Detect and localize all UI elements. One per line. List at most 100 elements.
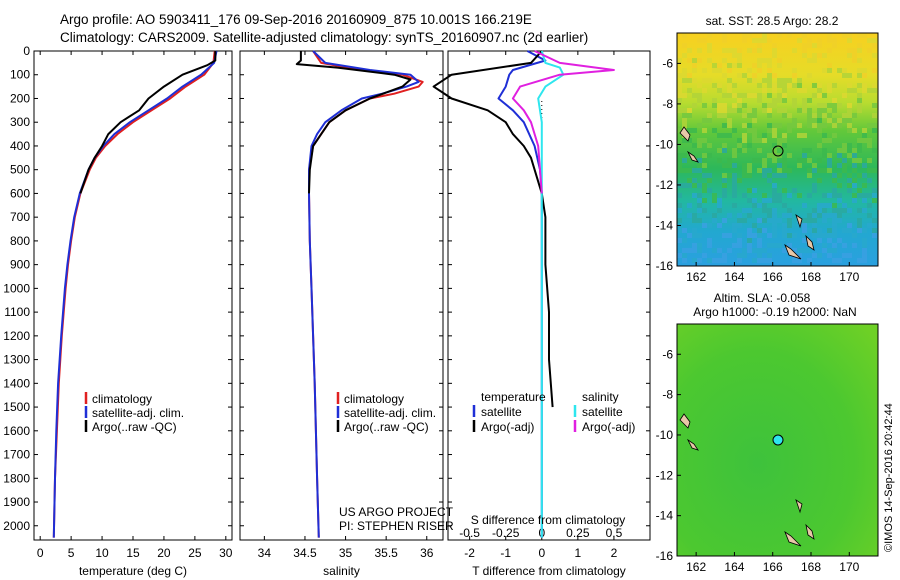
- salinity-panel: 34 34.5 35 35.5 36 salinity: [239, 50, 444, 578]
- sst-map-pixels: [677, 33, 877, 263]
- y-tick-label: 400: [10, 139, 30, 153]
- sst-pixel: [787, 33, 792, 38]
- sst-pixel: [777, 33, 782, 38]
- sst-pixel: [692, 213, 697, 218]
- sst-pixel: [767, 103, 772, 108]
- x-tick-label: 20: [157, 546, 171, 560]
- sst-pixel: [772, 213, 777, 218]
- sst-pixel: [702, 68, 707, 73]
- sst-pixel: [852, 163, 857, 168]
- sst-pixel: [757, 218, 762, 223]
- lon-tick-label: 164: [724, 270, 744, 284]
- sst-pixel: [697, 183, 702, 188]
- sst-pixel: [737, 223, 742, 228]
- sst-pixel: [767, 123, 772, 128]
- sst-pixel: [757, 158, 762, 163]
- sst-pixel: [712, 98, 717, 103]
- sst-pixel: [777, 108, 782, 113]
- sst-pixel: [852, 88, 857, 93]
- sst-pixel: [827, 248, 832, 253]
- sst-pixel: [842, 143, 847, 148]
- sst-pixel: [767, 78, 772, 83]
- sst-pixel: [807, 108, 812, 113]
- sst-pixel: [717, 158, 722, 163]
- sst-pixel: [872, 168, 877, 173]
- sst-pixel: [802, 43, 807, 48]
- sst-pixel: [722, 258, 727, 263]
- sst-pixel: [872, 198, 877, 203]
- sst-pixel: [812, 213, 817, 218]
- sst-pixel: [787, 153, 792, 158]
- y-tick-label: 200: [10, 91, 30, 105]
- sst-pixel: [742, 193, 747, 198]
- sst-pixel: [787, 128, 792, 133]
- sst-pixel: [687, 248, 692, 253]
- sst-pixel: [737, 63, 742, 68]
- sst-pixel: [832, 223, 837, 228]
- sst-pixel: [872, 218, 877, 223]
- y-tick-label: 1800: [3, 471, 30, 485]
- sst-pixel: [822, 133, 827, 138]
- sst-pixel: [742, 33, 747, 38]
- sst-pixel: [837, 258, 842, 263]
- sst-pixel: [822, 208, 827, 213]
- sst-pixel: [797, 78, 802, 83]
- sst-pixel: [727, 163, 732, 168]
- sst-pixel: [802, 158, 807, 163]
- sst-pixel: [702, 163, 707, 168]
- sst-pixel: [862, 228, 867, 233]
- sla-map-title-2: Argo h1000: -0.19 h2000: NaN: [693, 305, 856, 319]
- sst-pixel: [727, 213, 732, 218]
- sst-pixel: [862, 253, 867, 258]
- sst-pixel: [747, 113, 752, 118]
- sst-pixel: [707, 173, 712, 178]
- islands: [679, 413, 815, 547]
- sst-pixel: [767, 93, 772, 98]
- sst-pixel: [772, 198, 777, 203]
- sst-pixel: [852, 193, 857, 198]
- sst-pixel: [802, 248, 807, 253]
- sst-pixel: [787, 218, 792, 223]
- sst-pixel: [782, 78, 787, 83]
- x-axis-label: T difference from climatology: [472, 564, 626, 578]
- sst-pixel: [797, 163, 802, 168]
- sst-pixel: [732, 193, 737, 198]
- sst-pixel: [832, 133, 837, 138]
- sst-pixel: [777, 163, 782, 168]
- sst-pixel: [737, 233, 742, 238]
- sst-pixel: [827, 88, 832, 93]
- sst-pixel: [812, 43, 817, 48]
- sst-pixel: [872, 128, 877, 133]
- sst-pixel: [782, 228, 787, 233]
- sst-pixel: [767, 128, 772, 133]
- sst-pixel: [867, 193, 872, 198]
- sst-pixel: [692, 243, 697, 248]
- sst-pixel: [697, 38, 702, 43]
- sst-pixel: [702, 153, 707, 158]
- sst-pixel: [822, 148, 827, 153]
- sst-pixel: [777, 168, 782, 173]
- sst-pixel: [832, 123, 837, 128]
- sst-pixel: [682, 33, 687, 38]
- sst-pixel: [722, 183, 727, 188]
- sst-pixel: [812, 188, 817, 193]
- legend-label-argo: Argo(..raw -QC): [344, 420, 429, 434]
- sst-pixel: [822, 193, 827, 198]
- legend-title-temperature: temperature: [481, 390, 546, 404]
- island-shape: [805, 234, 815, 251]
- sst-pixel: [872, 148, 877, 153]
- sst-pixel: [787, 213, 792, 218]
- sst-pixel: [752, 38, 757, 43]
- sst-pixel: [847, 73, 852, 78]
- sst-pixel: [867, 213, 872, 218]
- sst-pixel: [802, 133, 807, 138]
- sst-pixel: [852, 233, 857, 238]
- series-line-argo-raw-qc-: [79, 51, 217, 194]
- sst-pixel: [862, 258, 867, 263]
- sst-pixel: [692, 178, 697, 183]
- sst-pixel: [817, 83, 822, 88]
- sst-pixel: [712, 103, 717, 108]
- sst-pixel: [677, 128, 682, 133]
- lon-tick-label: 168: [801, 270, 821, 284]
- sst-pixel: [747, 248, 752, 253]
